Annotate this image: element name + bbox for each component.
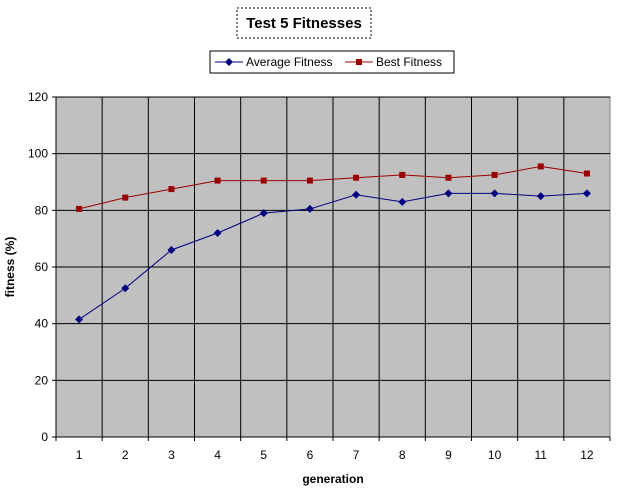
- gridlines: [56, 96, 610, 437]
- x-tick-label: 2: [122, 448, 129, 462]
- data-point-square: [214, 177, 221, 184]
- data-point-diamond: [398, 197, 407, 206]
- data-point-diamond: [490, 189, 499, 198]
- data-point-square: [353, 174, 360, 181]
- legend-marker-square: [356, 59, 362, 65]
- legend-entry-best: Best Fitness: [345, 55, 442, 69]
- x-tick-label: 9: [445, 448, 452, 462]
- y-tick-label: 0: [41, 430, 48, 444]
- legend-label-average: Average Fitness: [246, 55, 333, 69]
- x-tick-label: 6: [307, 448, 314, 462]
- y-tick-label: 120: [28, 90, 48, 104]
- data-point-square: [399, 171, 406, 178]
- legend-marker-diamond: [225, 58, 233, 66]
- data-point-square: [168, 186, 175, 193]
- chart-title: Test 5 Fitnesses: [246, 15, 362, 32]
- legend-label-best: Best Fitness: [376, 55, 442, 69]
- y-tick-label: 40: [35, 317, 49, 331]
- data-point-square: [260, 177, 267, 184]
- data-point-square: [491, 171, 498, 178]
- x-tick-label: 12: [580, 448, 594, 462]
- data-point-diamond: [444, 189, 453, 198]
- y-axis-label: fitness (%): [3, 237, 17, 298]
- data-point-diamond: [536, 192, 545, 201]
- x-tick-label: 4: [214, 448, 221, 462]
- legend: Average Fitness Best Fitness: [209, 50, 455, 74]
- legend-entry-average: Average Fitness: [215, 55, 333, 69]
- x-tick-label: 1: [76, 448, 83, 462]
- x-tick-label: 8: [399, 448, 406, 462]
- series-average-fitness: [75, 189, 591, 324]
- data-point-diamond: [305, 204, 314, 213]
- x-axis-label: generation: [302, 472, 363, 486]
- data-point-square: [306, 177, 313, 184]
- y-tick-label: 80: [35, 203, 49, 217]
- data-point-square: [537, 163, 544, 170]
- series-line: [78, 165, 587, 210]
- x-axis-ticks: 1 2 3 4 5 6 7 8 9 10 11 12: [55, 437, 611, 462]
- y-tick-label: 60: [35, 260, 49, 274]
- data-point-diamond: [582, 189, 591, 198]
- y-tick-label: 20: [35, 373, 49, 387]
- data-point-square: [445, 174, 452, 181]
- chart-title-box[interactable]: Test 5 Fitnesses: [236, 7, 372, 39]
- series-best-fitness: [76, 163, 590, 212]
- y-tick-label: 100: [28, 147, 48, 161]
- series-line: [78, 192, 587, 320]
- data-point-diamond: [75, 315, 84, 324]
- series-group: [75, 163, 591, 324]
- y-axis-ticks: 0 20 40 60 80 100 120: [28, 90, 56, 444]
- data-point-diamond: [167, 246, 176, 254]
- data-point-square: [76, 205, 83, 212]
- data-point-diamond: [121, 284, 130, 293]
- data-point-diamond: [213, 229, 222, 237]
- data-point-diamond: [259, 209, 268, 218]
- x-tick-label: 7: [353, 448, 360, 462]
- data-point-square: [583, 170, 590, 177]
- x-tick-label: 10: [488, 448, 502, 462]
- x-tick-label: 3: [168, 448, 175, 462]
- data-point-square: [122, 194, 129, 201]
- x-tick-label: 5: [260, 448, 267, 462]
- x-tick-label: 11: [535, 448, 548, 462]
- data-point-diamond: [352, 190, 361, 199]
